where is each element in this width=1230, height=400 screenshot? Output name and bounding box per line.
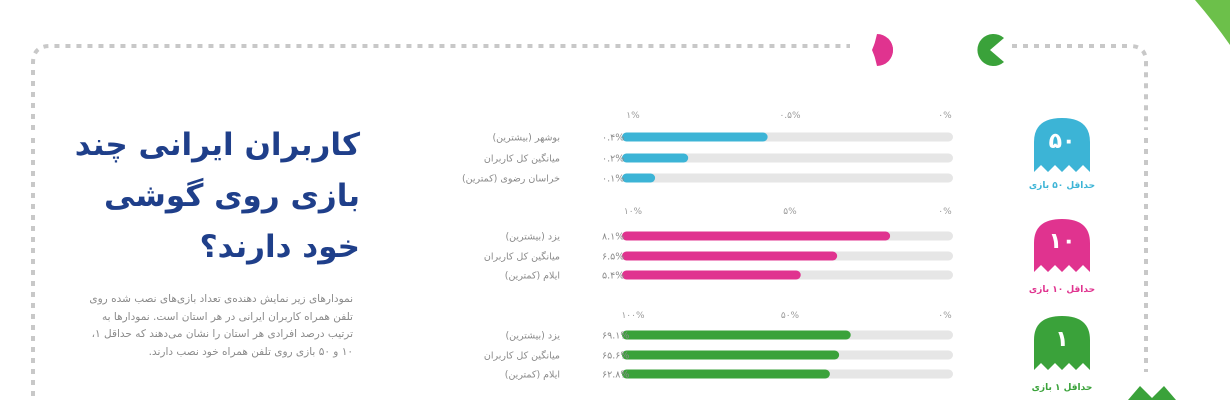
badge-label: حداقل ۱۰ بازی — [1029, 285, 1095, 295]
value-label: ۸.۱% — [602, 232, 624, 243]
category-label: میانگین کل کاربران — [484, 251, 560, 263]
category-label: ایلام (کمترین) — [505, 271, 560, 282]
dotted-border-top-right — [1012, 44, 1148, 130]
bar — [622, 153, 689, 163]
value-label: ۰.۱% — [602, 174, 624, 185]
bar — [622, 330, 851, 340]
value-label: ۶۵.۶% — [602, 351, 629, 362]
bar — [622, 231, 891, 241]
tick-label: ۰% — [938, 111, 952, 121]
badge-number: ۵۰ — [1049, 129, 1076, 154]
tick-label: ۱۰% — [624, 207, 643, 217]
badge-label: حداقل ۵۰ بازی — [1029, 181, 1095, 191]
value-label: ۰.۲% — [602, 154, 624, 165]
corner-leaf-top-right — [1195, 0, 1230, 45]
bar — [622, 270, 801, 280]
badge-number: ۱ — [1055, 327, 1068, 352]
page-title: کاربران ایرانی چند بازی روی گوشی خود دار… — [74, 127, 360, 265]
tick-label: ۰% — [938, 207, 952, 217]
badge-label: حداقل ۱ بازی — [1032, 383, 1093, 393]
bar — [622, 350, 840, 360]
bar — [622, 369, 830, 379]
ghost-cyan-icon — [1034, 118, 1090, 172]
tick-label: ۵% — [783, 207, 797, 217]
tick-label: ۱% — [626, 111, 640, 121]
value-label: ۶۲.۸% — [602, 370, 629, 381]
tick-label: ۱۰۰% — [621, 311, 645, 321]
value-label: ۰.۴% — [602, 133, 624, 144]
category-label: خراسان رضوی (کمترین) — [462, 174, 560, 185]
category-label: میانگین کل کاربران — [484, 350, 560, 362]
bar-track — [622, 153, 953, 163]
category-label: یزد (بیشترین) — [505, 331, 560, 342]
category-label: ایلام (کمترین) — [505, 370, 560, 381]
value-label: ۶۹.۱% — [602, 331, 629, 342]
tick-label: ۵۰% — [781, 311, 800, 321]
tick-label: ۰.۵% — [779, 111, 801, 121]
badge-number: ۱۰ — [1049, 229, 1076, 254]
pacman-pink-icon — [872, 34, 893, 66]
dotted-border-top-left — [31, 44, 850, 130]
ghost-pink-icon — [1034, 219, 1090, 272]
value-label: ۵.۴% — [602, 271, 624, 282]
bar — [622, 173, 656, 183]
corner-x-bottom-right — [1128, 386, 1176, 400]
description-text: نمودارهای زیر نمایش دهنده‌ی تعداد بازی‌ه… — [89, 293, 353, 358]
value-label: ۶.۵% — [602, 252, 624, 263]
category-label: بوشهر (بیشترین) — [492, 133, 560, 144]
pacman-green-icon — [977, 34, 1004, 66]
category-label: یزد (بیشترین) — [505, 232, 560, 243]
bar — [622, 132, 768, 142]
bar-track — [622, 173, 953, 183]
ghost-green-icon — [1034, 316, 1090, 370]
tick-label: ۰% — [938, 311, 952, 321]
bar — [622, 251, 838, 261]
category-label: میانگین کل کاربران — [484, 153, 560, 165]
